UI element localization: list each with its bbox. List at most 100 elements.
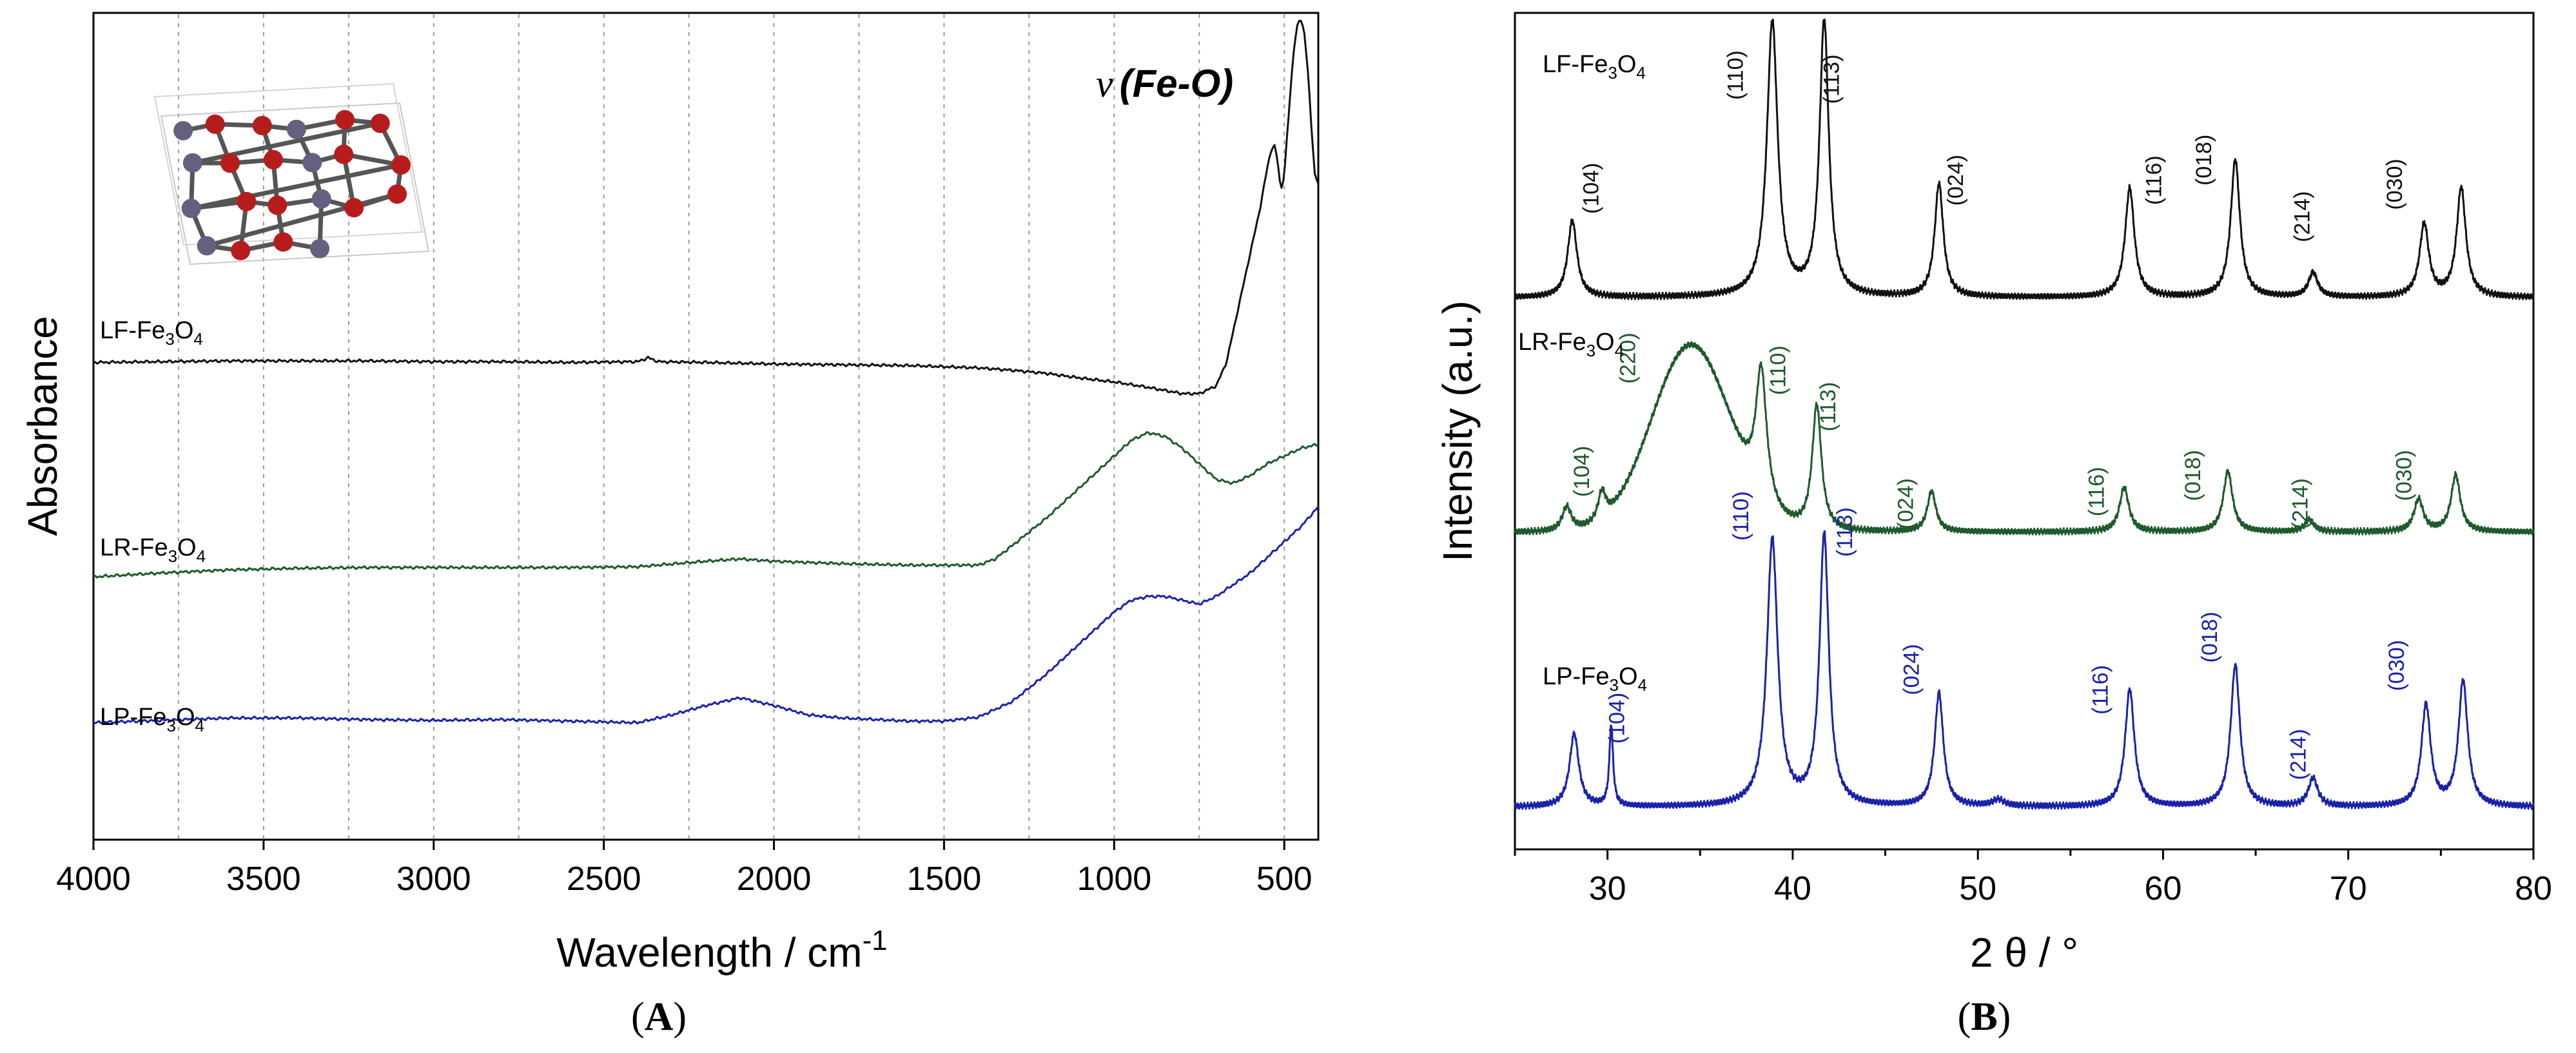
peak-label-lf: (214) — [2290, 191, 2314, 242]
crystal-atom — [181, 198, 201, 218]
x-tick-label: 2500 — [567, 860, 641, 898]
crystal-atom — [391, 155, 411, 175]
crystal-atom — [335, 110, 355, 130]
panel-a-x-axis-title-sup: -1 — [863, 925, 888, 956]
lr-ir-part-0: LR-Fe — [100, 534, 168, 561]
peak-label-lp: (110) — [1729, 491, 1753, 541]
crystal-atom — [310, 238, 330, 258]
series-label-lp-xrd: LP-Fe3O4 — [1543, 663, 1647, 695]
lp-xrd-part-1: 3 — [1609, 675, 1618, 695]
panel-b-y-axis-title: Intensity (a.u.) — [1434, 300, 1481, 562]
series-label-lp-ir: LP-Fe3O4 — [100, 704, 204, 735]
panel-b-series-labels: LF-Fe3O4 LR-Fe3O4 LP-Fe3O4 — [1518, 51, 1647, 695]
crystal-atom — [311, 189, 331, 209]
crystal-atom — [182, 153, 202, 173]
series-line-lr-xrd — [1514, 341, 2535, 536]
peak-label-lr: (116) — [2085, 467, 2109, 516]
crystal-atom — [231, 240, 251, 260]
panel-b-peak-labels: (104) (110) (113) (024) (116) (018) (214) (030)… — [1570, 50, 2416, 780]
crystal-atom — [334, 144, 354, 164]
lp-xrd-part-0: LP-Fe — [1543, 663, 1609, 690]
crystal-structure-icon — [153, 82, 430, 266]
panel-b-x-axis-title: 2 θ / ° — [1970, 929, 2078, 976]
panel-a-y-axis-title: Absorbance — [19, 316, 66, 536]
lr-xrd-part-3: 4 — [1615, 341, 1624, 360]
x-tick-label: 2000 — [737, 860, 812, 898]
x-tick-label: 500 — [1256, 860, 1312, 898]
panel-a-x-axis-title-main: Wavelength / cm — [556, 929, 862, 976]
crystal-atom — [268, 195, 288, 215]
lf-xrd-part-1: 3 — [1608, 63, 1617, 82]
crystal-bond — [190, 162, 402, 211]
panel-b-xrd-chart: 30 40 50 60 70 80 (104) (110) (113) (024) (116) (0… — [1434, 12, 2552, 1039]
lp-xrd-part-3: 4 — [1638, 675, 1647, 695]
panel-b-x-ticks: 30 40 50 60 70 80 — [1514, 849, 2552, 907]
panel-b-plot-frame — [1514, 12, 2535, 851]
fe-o-annotation: ν (Fe-O) — [1096, 62, 1233, 105]
lr-xrd-part-2: O — [1595, 329, 1615, 356]
crystal-atom — [273, 232, 293, 252]
peak-label-lp: (024) — [1899, 644, 1924, 695]
crystal-atom — [252, 115, 272, 135]
peak-label-lp: (018) — [2198, 612, 2222, 662]
panel-a-ftir-chart: 4000 3500 3000 2500 2000 1500 1000 500 ν (Fe-O) … — [19, 12, 1320, 1039]
crystal-atom — [344, 198, 364, 218]
peak-label-lf: (024) — [1944, 155, 1968, 206]
peak-label-lr: (018) — [2181, 450, 2205, 501]
panel-a-x-ticks: 4000 3500 3000 2500 2000 1500 1000 500 — [56, 840, 1312, 898]
crystal-cell-front — [160, 102, 430, 266]
x-tick-label: 60 — [2145, 870, 2182, 907]
crystal-atom — [387, 184, 407, 204]
panel-label-a: (A) — [631, 995, 687, 1039]
lf-xrd-part-3: 4 — [1636, 63, 1645, 82]
peak-label-lr: (110) — [1766, 345, 1790, 395]
lf-ir-part-0: LF-Fe — [100, 317, 165, 344]
lp-ir-part-3: 4 — [195, 716, 204, 735]
series-label-lf-xrd: LF-Fe3O4 — [1543, 51, 1646, 82]
lr-ir-part-3: 4 — [197, 546, 206, 566]
series-label-lr-ir: LR-Fe3O4 — [100, 534, 206, 566]
crystal-atom — [286, 119, 306, 139]
panel-a-x-axis-title: Wavelength / cm-1 — [556, 925, 887, 976]
x-tick-label: 1500 — [907, 860, 982, 898]
x-tick-label: 3500 — [226, 860, 301, 898]
x-tick-label: 30 — [1589, 870, 1626, 907]
peak-label-lp: (113) — [1833, 507, 1857, 557]
peak-label-lp: (104) — [1605, 693, 1629, 744]
lf-ir-part-2: O — [175, 317, 194, 344]
peak-label-lr: (030) — [2392, 450, 2416, 501]
lr-xrd-part-1: 3 — [1586, 341, 1595, 360]
peak-label-lf: (104) — [1579, 163, 1603, 214]
series-label-lr-xrd: LR-Fe3O4 — [1518, 329, 1624, 360]
peak-label-lf: (116) — [2142, 155, 2167, 205]
peak-label-lf: (110) — [1723, 50, 1748, 100]
crystal-atom — [302, 153, 322, 173]
peak-label-lf: (030) — [2383, 159, 2407, 209]
lp-xrd-part-2: O — [1619, 663, 1638, 690]
crystal-atom — [220, 153, 240, 173]
crystal-atom — [370, 113, 390, 133]
fe-o-label: (Fe-O) — [1120, 62, 1234, 105]
crystal-atom — [205, 114, 225, 134]
crystal-cell-back — [153, 82, 424, 246]
peak-label-lr: (220) — [1616, 333, 1641, 383]
series-label-lf-ir: LF-Fe3O4 — [100, 317, 203, 349]
x-tick-label: 50 — [1959, 870, 1996, 907]
panel-a-series-labels: LF-Fe3O4 LR-Fe3O4 LP-Fe3O4 — [100, 317, 206, 735]
peak-label-lf: (113) — [1820, 54, 1844, 104]
x-tick-label: 4000 — [56, 860, 131, 898]
series-line-lf-ir — [93, 19, 1320, 396]
lf-ir-part-3: 4 — [193, 329, 202, 349]
crystal-bond — [343, 152, 402, 168]
panel-label-a-letter: A — [645, 995, 674, 1039]
lf-ir-part-1: 3 — [165, 329, 174, 349]
crystal-atom — [263, 150, 283, 169]
peak-label-lf: (018) — [2192, 135, 2216, 186]
lr-ir-part-2: O — [177, 534, 197, 561]
peak-label-lr: (113) — [1816, 382, 1840, 432]
lf-xrd-part-2: O — [1617, 51, 1637, 78]
crystal-bond — [206, 191, 398, 248]
lp-ir-part-0: LP-Fe — [100, 704, 166, 731]
lp-ir-part-2: O — [176, 704, 195, 731]
